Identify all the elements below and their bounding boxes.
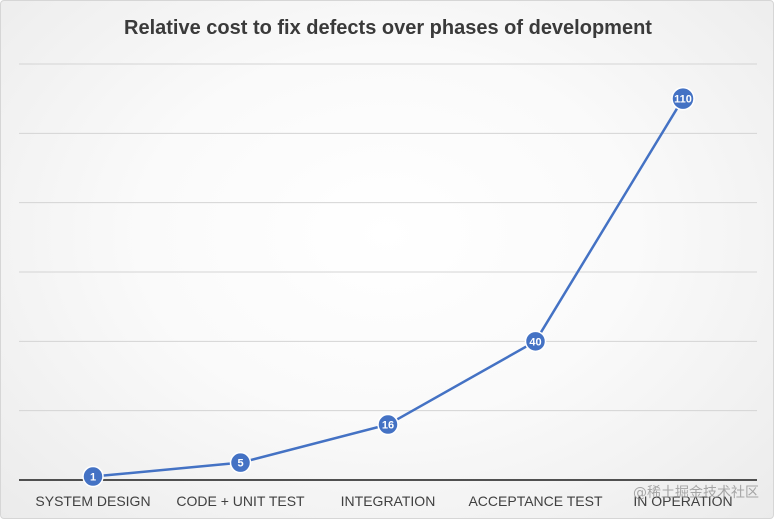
data-point — [524, 330, 547, 353]
gridlines — [19, 63, 757, 412]
data-label: 110 — [674, 94, 692, 106]
data-label: 16 — [382, 420, 394, 432]
data-point — [229, 451, 252, 474]
x-tick-label: SYSTEM DESIGN — [35, 493, 150, 509]
x-axis-tick-labels: SYSTEM DESIGN CODE + UNIT TEST INTEGRATION… — [35, 493, 732, 509]
data-point — [82, 465, 104, 488]
chart-title: Relative cost to fix defects over phases… — [124, 17, 652, 39]
x-tick-label: IN OPERATION — [633, 493, 732, 509]
x-tick-label: CODE + UNIT TEST — [176, 493, 305, 509]
data-label: 1 — [90, 472, 96, 484]
data-point — [377, 413, 399, 436]
data-label: 40 — [529, 336, 541, 348]
data-point — [671, 86, 695, 111]
x-tick-label: INTEGRATION — [341, 493, 436, 509]
watermark-text: @稀土掘金技术社区 — [633, 485, 759, 501]
data-markers: 1 5 16 40 110 — [82, 86, 695, 488]
data-label: 5 — [237, 458, 243, 470]
x-tick-label: ACCEPTANCE TEST — [468, 493, 603, 509]
